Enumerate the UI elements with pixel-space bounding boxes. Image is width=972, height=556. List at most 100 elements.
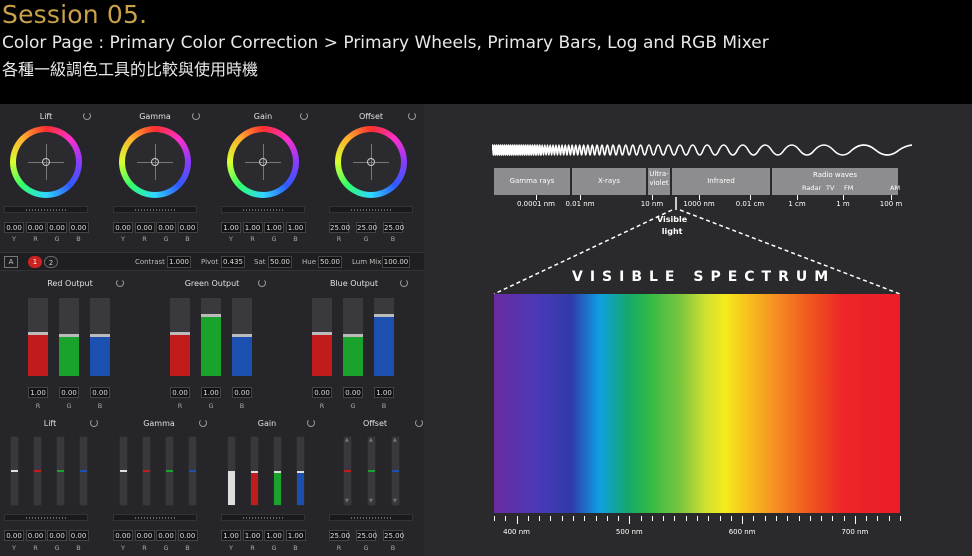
bar-handle[interactable]	[228, 471, 235, 473]
wheel-value-g[interactable]: 0.00	[47, 222, 67, 233]
wheel-center-dot[interactable]	[42, 158, 50, 166]
bar-handle[interactable]	[90, 334, 110, 337]
master-wheel-jog[interactable]	[221, 206, 305, 213]
wheel-value-b[interactable]: 25.00	[383, 222, 405, 233]
mixer-value-g[interactable]: 1.00	[201, 387, 221, 398]
bar-value-b[interactable]: 0.00	[68, 530, 89, 541]
mixer-value-g[interactable]: 0.00	[59, 387, 79, 398]
mixer-value-b[interactable]: 0.00	[90, 387, 110, 398]
bar-slider[interactable]	[10, 436, 19, 506]
wheel-value-b[interactable]: 1.00	[285, 222, 306, 233]
bar-slider[interactable]	[273, 436, 282, 506]
bar-handle[interactable]	[143, 470, 150, 472]
wheel-value-y[interactable]: 0.00	[4, 222, 24, 233]
bar-value-r[interactable]: 0.00	[134, 530, 155, 541]
bar-handle[interactable]	[392, 470, 399, 472]
bar-value-b[interactable]: 25.00	[383, 530, 405, 541]
bar-handle[interactable]	[368, 470, 375, 472]
bar-handle[interactable]	[201, 314, 221, 317]
mixer-bar-g[interactable]	[343, 298, 363, 376]
bar-value-r[interactable]: 1.00	[242, 530, 263, 541]
bar-slider[interactable]: ▲ ▼	[343, 436, 352, 506]
master-bar-jog[interactable]	[329, 514, 413, 521]
master-wheel-jog[interactable]	[113, 206, 197, 213]
reset-icon[interactable]	[258, 279, 266, 287]
color-wheel-lift[interactable]	[10, 126, 82, 198]
mixer-bar-g[interactable]	[59, 298, 79, 376]
mixer-bar-b[interactable]	[232, 298, 252, 376]
bar-value-g[interactable]: 0.00	[156, 530, 176, 541]
reset-icon[interactable]	[307, 419, 315, 427]
bar-slider[interactable]	[56, 436, 65, 506]
master-wheel-jog[interactable]	[329, 206, 413, 213]
wheel-value-y[interactable]: 1.00	[221, 222, 241, 233]
bar-handle[interactable]	[57, 470, 64, 472]
hue-field[interactable]: 50.00	[318, 256, 342, 268]
reset-icon[interactable]	[116, 279, 124, 287]
wheel-value-g[interactable]: 0.00	[156, 222, 176, 233]
bar-value-y[interactable]: 1.00	[221, 530, 241, 541]
pivot-field[interactable]: 0.435	[221, 256, 245, 268]
master-bar-jog[interactable]	[221, 514, 305, 521]
master-bar-jog[interactable]	[113, 514, 197, 521]
bar-handle[interactable]	[59, 334, 79, 337]
bar-value-g[interactable]: 25.00	[356, 530, 378, 541]
bar-value-b[interactable]: 0.00	[177, 530, 198, 541]
bar-handle[interactable]	[28, 332, 48, 335]
bar-handle[interactable]	[297, 471, 304, 473]
color-wheel-gamma[interactable]	[119, 126, 191, 198]
bar-handle[interactable]	[34, 470, 41, 472]
master-wheel-jog[interactable]	[4, 206, 88, 213]
bar-handle[interactable]	[170, 332, 190, 335]
mixer-bar-r[interactable]	[170, 298, 190, 376]
bar-handle[interactable]	[344, 470, 351, 472]
bar-value-g[interactable]: 0.00	[47, 530, 67, 541]
mixer-bar-r[interactable]	[28, 298, 48, 376]
bar-slider[interactable]: ▲ ▼	[367, 436, 376, 506]
reset-icon[interactable]	[199, 419, 207, 427]
bar-handle[interactable]	[274, 471, 281, 473]
wheel-value-y[interactable]: 0.00	[113, 222, 133, 233]
bar-value-r[interactable]: 0.00	[25, 530, 46, 541]
reset-icon[interactable]	[300, 112, 308, 120]
lum-mix-field[interactable]: 100.00	[382, 256, 410, 268]
bar-handle[interactable]	[232, 334, 252, 337]
wheel-center-dot[interactable]	[151, 158, 159, 166]
wheel-value-b[interactable]: 0.00	[68, 222, 89, 233]
mixer-value-g[interactable]: 0.00	[343, 387, 363, 398]
page-2-button[interactable]: 2	[44, 256, 58, 268]
reset-icon[interactable]	[90, 419, 98, 427]
color-wheel-gain[interactable]	[227, 126, 299, 198]
wheel-value-g[interactable]: 1.00	[264, 222, 284, 233]
bar-handle[interactable]	[11, 470, 18, 472]
mixer-bar-b[interactable]	[90, 298, 110, 376]
bar-handle[interactable]	[374, 314, 394, 317]
reset-icon[interactable]	[192, 112, 200, 120]
bar-slider[interactable]	[79, 436, 88, 506]
master-bar-jog[interactable]	[4, 514, 88, 521]
color-wheel-offset[interactable]	[335, 126, 407, 198]
wheel-value-r[interactable]: 25.00	[329, 222, 351, 233]
reset-icon[interactable]	[408, 112, 416, 120]
sat-field[interactable]: 50.00	[268, 256, 292, 268]
wheel-center-dot[interactable]	[259, 158, 267, 166]
bar-handle[interactable]	[120, 470, 127, 472]
bar-slider[interactable]	[188, 436, 197, 506]
bar-handle[interactable]	[312, 332, 332, 335]
mixer-value-r[interactable]: 0.00	[312, 387, 332, 398]
bar-value-b[interactable]: 1.00	[285, 530, 306, 541]
bar-handle[interactable]	[80, 470, 87, 472]
reset-icon[interactable]	[83, 112, 91, 120]
mixer-value-b[interactable]: 0.00	[232, 387, 252, 398]
bar-value-r[interactable]: 25.00	[329, 530, 351, 541]
mixer-bar-g[interactable]	[201, 298, 221, 376]
bar-slider[interactable]: ▲ ▼	[391, 436, 400, 506]
wheel-value-r[interactable]: 0.00	[134, 222, 155, 233]
wheel-value-b[interactable]: 0.00	[177, 222, 198, 233]
bar-slider[interactable]	[227, 436, 236, 506]
wheel-value-r[interactable]: 1.00	[242, 222, 263, 233]
bar-value-y[interactable]: 0.00	[4, 530, 24, 541]
contrast-field[interactable]: 1.000	[167, 256, 191, 268]
auto-balance-button[interactable]: A	[4, 256, 18, 268]
wheel-value-r[interactable]: 0.00	[25, 222, 46, 233]
